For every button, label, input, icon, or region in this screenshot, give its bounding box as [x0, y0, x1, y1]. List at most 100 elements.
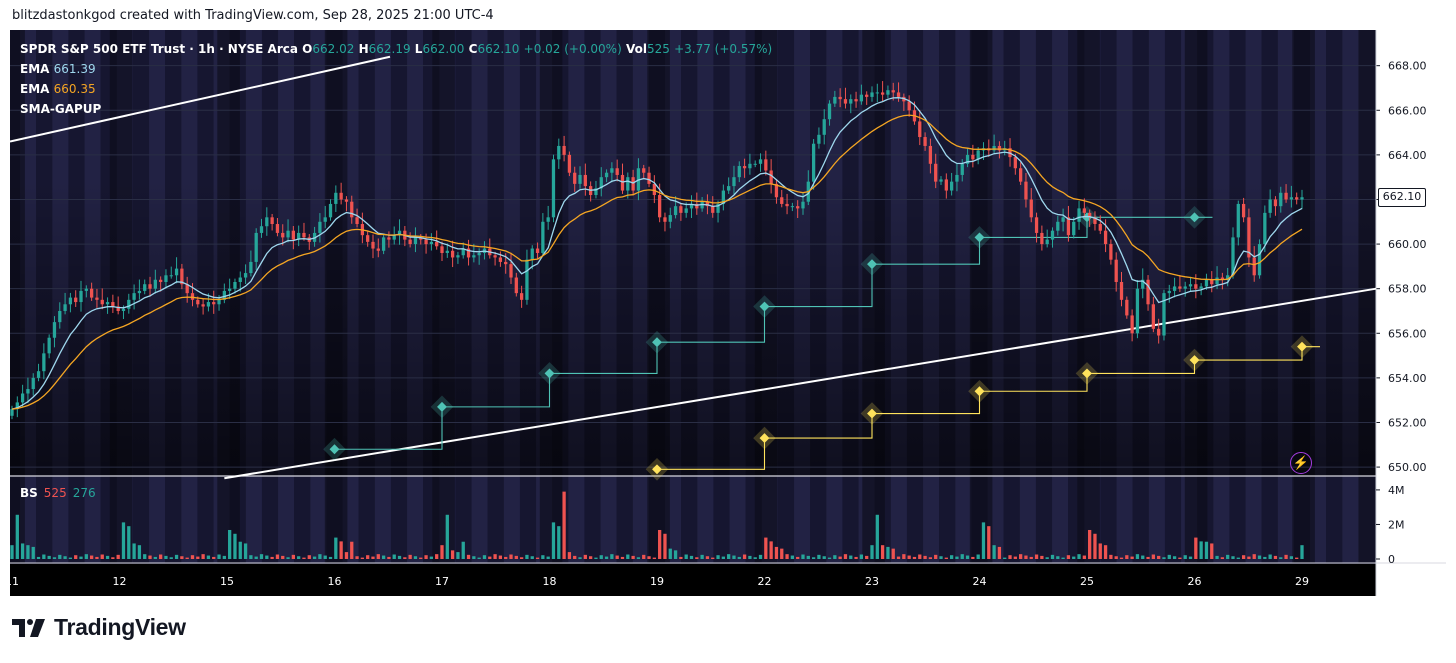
candle-body[interactable]: [79, 290, 83, 303]
candle-body[interactable]: [1141, 279, 1145, 289]
candle-body[interactable]: [1263, 212, 1267, 245]
candle-body[interactable]: [466, 248, 471, 258]
candle-body[interactable]: [1093, 217, 1097, 225]
candle-body[interactable]: [1034, 217, 1039, 233]
candle-body[interactable]: [732, 177, 736, 187]
candle-body[interactable]: [907, 101, 911, 111]
candle-body[interactable]: [169, 275, 173, 277]
candle-body[interactable]: [514, 277, 518, 294]
candle-body[interactable]: [1098, 224, 1102, 231]
candle-body[interactable]: [992, 145, 996, 151]
candle-body[interactable]: [1167, 290, 1171, 294]
sma-gapup-step-marker[interactable]: [974, 232, 985, 243]
candle-body[interactable]: [976, 150, 980, 160]
candle-body[interactable]: [344, 199, 349, 202]
candle-body[interactable]: [381, 237, 386, 251]
candle-body[interactable]: [1061, 217, 1065, 222]
candle-body[interactable]: [1220, 277, 1225, 280]
candle-body[interactable]: [63, 304, 67, 311]
sma-gapup-step-marker[interactable]: [1189, 212, 1200, 223]
candle-body[interactable]: [849, 99, 853, 104]
candle-body[interactable]: [875, 92, 879, 94]
candle-body[interactable]: [1268, 199, 1272, 213]
candle-body[interactable]: [47, 337, 51, 354]
candle-body[interactable]: [880, 92, 885, 95]
candle-body[interactable]: [1273, 199, 1278, 207]
candle-body[interactable]: [174, 268, 179, 276]
candle-body[interactable]: [689, 203, 694, 209]
candle-body[interactable]: [36, 371, 41, 378]
candle-body[interactable]: [567, 154, 572, 173]
sma-gapdown-step-marker[interactable]: [974, 386, 985, 397]
candle-body[interactable]: [1045, 239, 1049, 245]
candle-body[interactable]: [143, 284, 147, 291]
candle-body[interactable]: [243, 273, 248, 278]
candle-body[interactable]: [1300, 197, 1304, 200]
candle-body[interactable]: [1241, 203, 1246, 218]
candle-body[interactable]: [785, 203, 789, 207]
candle-body[interactable]: [275, 224, 280, 233]
candle-body[interactable]: [1194, 284, 1198, 289]
candle-body[interactable]: [31, 377, 35, 390]
sma-gapdown-step-marker[interactable]: [1082, 368, 1092, 379]
candle-body[interactable]: [111, 302, 115, 307]
candle-body[interactable]: [1226, 275, 1230, 280]
candle-body[interactable]: [1066, 217, 1071, 236]
candle-body[interactable]: [551, 159, 556, 218]
candle-body[interactable]: [562, 145, 566, 155]
candle-body[interactable]: [397, 230, 402, 236]
candle-body[interactable]: [350, 201, 354, 218]
sma-gapup-step-marker[interactable]: [437, 401, 447, 412]
candle-body[interactable]: [323, 217, 327, 222]
candle-body[interactable]: [1178, 286, 1182, 289]
candle-body[interactable]: [1215, 277, 1219, 285]
candle-body[interactable]: [918, 121, 922, 138]
candle-body[interactable]: [811, 143, 816, 182]
candle-body[interactable]: [1072, 221, 1076, 236]
candle-body[interactable]: [652, 183, 656, 196]
candle-body[interactable]: [594, 188, 598, 196]
candle-body[interactable]: [960, 163, 964, 175]
candle-body[interactable]: [52, 322, 57, 338]
candle-body[interactable]: [525, 259, 529, 300]
candle-body[interactable]: [1236, 203, 1240, 238]
candle-body[interactable]: [1279, 192, 1283, 207]
candle-body[interactable]: [84, 288, 88, 291]
candle-body[interactable]: [854, 99, 858, 102]
candle-body[interactable]: [456, 255, 460, 258]
candle-body[interactable]: [1119, 281, 1124, 300]
candle-body[interactable]: [254, 232, 258, 262]
candle-body[interactable]: [116, 306, 120, 311]
candle-body[interactable]: [419, 237, 423, 240]
legend-sma-gapup-row[interactable]: SMA-GAPUP: [20, 99, 772, 119]
candle-body[interactable]: [440, 246, 444, 253]
candle-body[interactable]: [1146, 279, 1150, 305]
candle-body[interactable]: [1231, 237, 1235, 276]
candle-body[interactable]: [1077, 208, 1081, 222]
candle-body[interactable]: [233, 281, 237, 289]
candle-body[interactable]: [196, 299, 200, 305]
sma-gapup-step-marker[interactable]: [867, 259, 877, 270]
candle-body[interactable]: [955, 174, 959, 182]
candle-body[interactable]: [716, 203, 720, 213]
candle-body[interactable]: [429, 241, 434, 245]
candle-body[interactable]: [530, 248, 534, 260]
candle-body[interactable]: [626, 177, 630, 191]
sma-gapup-step-marker[interactable]: [759, 301, 770, 312]
candle-body[interactable]: [610, 168, 614, 173]
ema-slow-line[interactable]: [11, 114, 1303, 410]
candle-body[interactable]: [748, 163, 752, 169]
candle-body[interactable]: [827, 103, 832, 120]
candle-body[interactable]: [26, 389, 30, 394]
candle-body[interactable]: [796, 206, 800, 209]
candle-body[interactable]: [928, 145, 933, 164]
sma-gapdown-step-marker[interactable]: [867, 408, 877, 419]
candle-body[interactable]: [413, 237, 418, 245]
candle-body[interactable]: [599, 177, 603, 189]
candle-body[interactable]: [180, 268, 184, 285]
candle-body[interactable]: [493, 255, 497, 258]
candle-body[interactable]: [212, 302, 216, 305]
candle-body[interactable]: [1247, 217, 1251, 258]
candle-body[interactable]: [1157, 328, 1161, 336]
candle-body[interactable]: [1135, 288, 1140, 334]
